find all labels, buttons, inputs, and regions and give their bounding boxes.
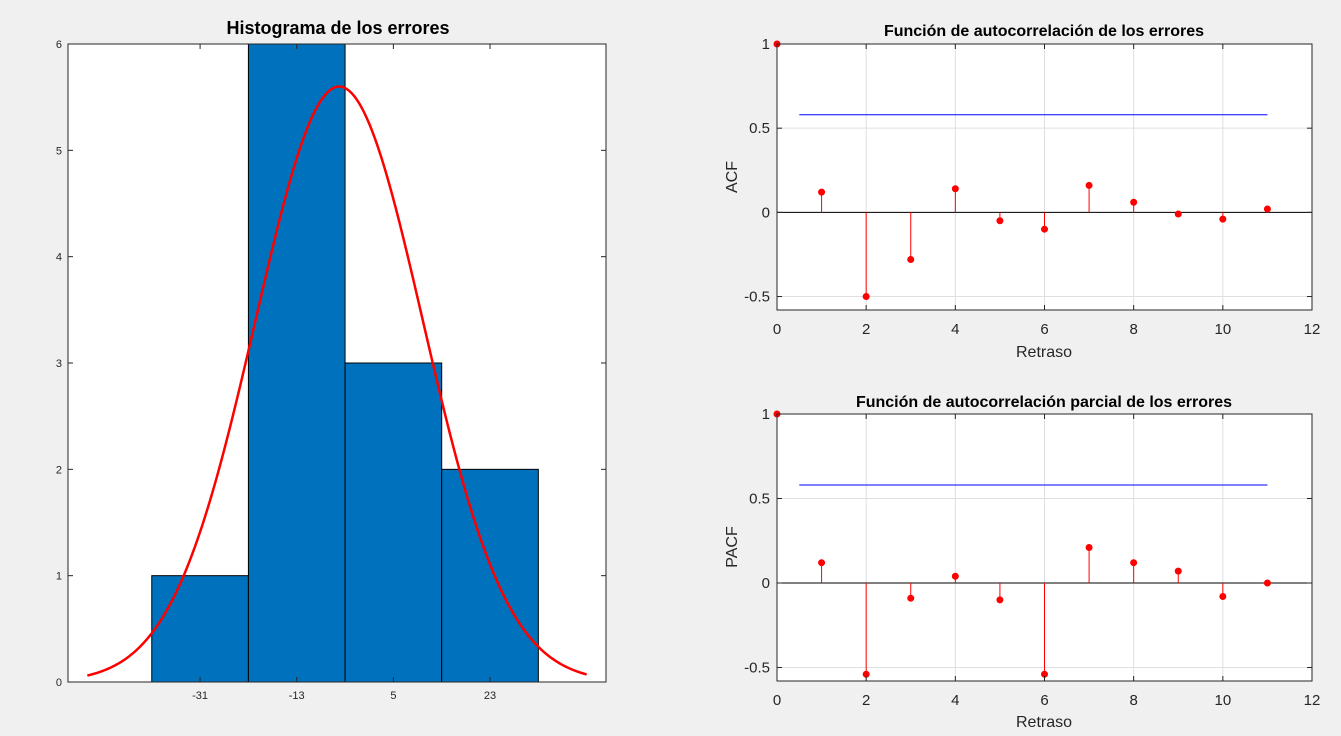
histogram-bar <box>247 43 346 683</box>
stem-marker <box>1263 205 1271 213</box>
x-tick-label: 4 <box>951 321 959 338</box>
x-tick-label: 4 <box>951 692 959 709</box>
x-tick-label: 10 <box>1214 692 1231 709</box>
y-tick-label: -0.5 <box>744 659 770 676</box>
x-tick-label: 0 <box>773 321 781 338</box>
y-tick-label: 3 <box>56 358 62 370</box>
pacf-ticks: 0 2 4 6 8 10 12-0.500.51 <box>744 406 1320 709</box>
stem-marker <box>951 185 959 193</box>
x-tick-label: -13 <box>289 690 305 702</box>
stem-marker <box>862 293 870 301</box>
y-tick-label: 1 <box>56 571 62 583</box>
stem-marker <box>907 255 915 263</box>
stem-marker <box>1263 579 1271 587</box>
acf-xlabel: Retraso <box>1016 344 1072 361</box>
x-tick-label: 8 <box>1129 692 1137 709</box>
histogram-bars <box>151 43 539 683</box>
histogram-title: Histograma de los errores <box>226 18 449 38</box>
stem-marker <box>1085 181 1093 189</box>
y-tick-label: 0.5 <box>749 490 770 507</box>
y-tick-label: 1 <box>762 36 770 53</box>
stem-marker <box>1219 593 1227 601</box>
acf-panel: 0 2 4 6 8 10 12-0.500.51 Función de autocorrel… <box>724 23 1320 361</box>
histogram-bar <box>441 468 539 683</box>
y-tick-label: 6 <box>56 39 62 51</box>
y-tick-label: 0 <box>762 575 770 592</box>
x-tick-label: 8 <box>1129 321 1137 338</box>
y-tick-label: 2 <box>56 464 62 476</box>
stem-marker <box>1174 210 1182 218</box>
pacf-title: Función de autocorrelación parcial de lo… <box>856 394 1232 411</box>
stem-marker <box>996 596 1004 604</box>
y-tick-label: 1 <box>762 406 770 423</box>
pacf-xlabel: Retraso <box>1016 714 1072 731</box>
pacf-panel: 0 2 4 6 8 10 12-0.500.51 Función de autocorrel… <box>724 394 1320 731</box>
normal-fit-curve <box>87 85 588 677</box>
y-tick-label: 4 <box>56 252 62 264</box>
x-tick-label: 6 <box>1040 321 1048 338</box>
stem-marker <box>818 559 826 567</box>
x-tick-label: 23 <box>484 690 496 702</box>
histogram-bar <box>344 362 443 683</box>
stem-marker <box>996 217 1004 225</box>
acf-ticks: 0 2 4 6 8 10 12-0.500.51 <box>744 36 1320 338</box>
pacf-ylabel: PACF <box>724 526 741 568</box>
x-tick-label: 0 <box>773 692 781 709</box>
stem-marker <box>818 188 826 196</box>
stem-marker <box>1219 215 1227 223</box>
stem-marker <box>1041 225 1048 233</box>
stem-marker <box>1130 198 1138 206</box>
acf-ylabel: ACF <box>724 161 741 193</box>
stem-marker <box>1085 544 1093 551</box>
x-tick-label: 10 <box>1214 321 1231 338</box>
y-tick-label: 5 <box>56 145 62 157</box>
stem-marker <box>907 594 915 602</box>
y-tick-label: -0.5 <box>744 289 770 306</box>
y-tick-label: 0 <box>762 204 770 221</box>
stem-marker <box>1174 567 1182 575</box>
stem-marker <box>1130 559 1138 567</box>
y-tick-label: 0 <box>56 677 62 689</box>
x-tick-label: 6 <box>1040 692 1048 709</box>
stem-marker <box>951 572 959 580</box>
x-tick-label: 5 <box>390 690 396 702</box>
x-tick-label: -31 <box>192 690 208 702</box>
x-tick-label: 12 <box>1304 321 1321 338</box>
histogram-bar <box>151 575 249 683</box>
x-tick-label: 2 <box>862 321 870 338</box>
y-tick-label: 0.5 <box>749 120 770 137</box>
x-tick-label: 12 <box>1304 692 1321 709</box>
x-tick-label: 2 <box>862 692 870 709</box>
acf-title: Función de autocorrelación de los errore… <box>884 23 1204 40</box>
